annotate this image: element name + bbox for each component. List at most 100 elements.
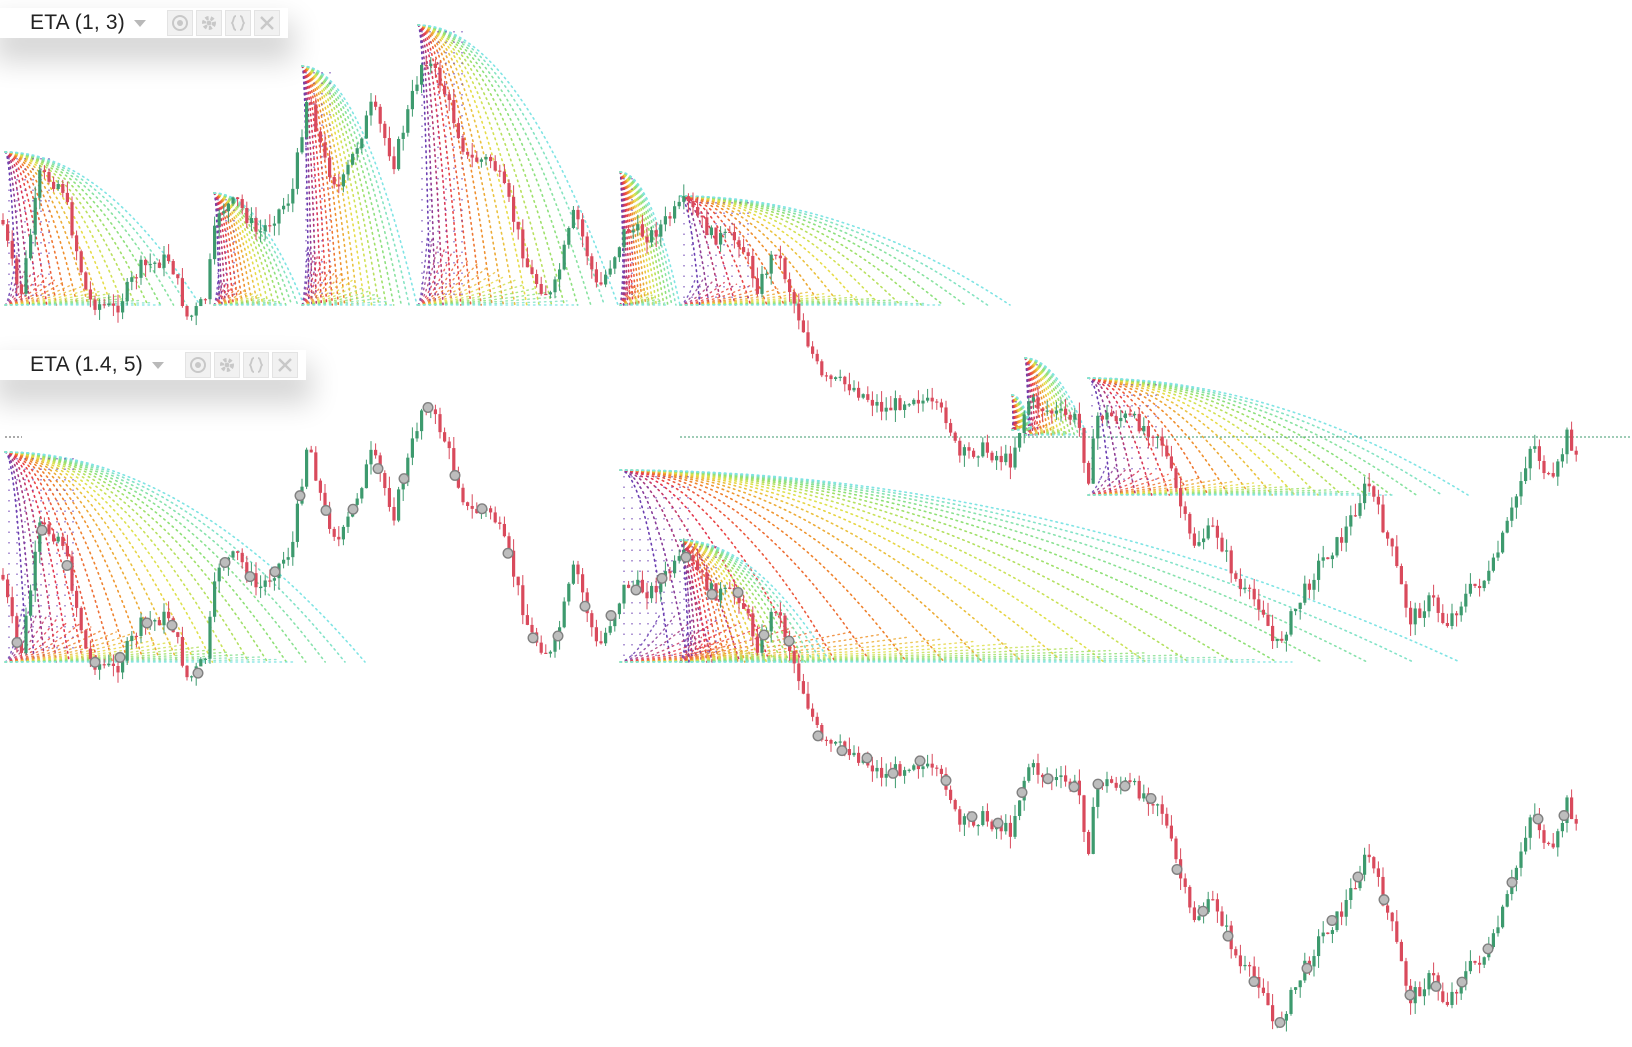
fan-ray-lower bbox=[1087, 465, 1107, 496]
candle-body bbox=[1551, 843, 1555, 848]
touch-marker bbox=[940, 775, 952, 787]
candle-body bbox=[1482, 580, 1486, 589]
candle-body bbox=[668, 216, 672, 219]
candle-body bbox=[1289, 611, 1293, 635]
candle-body bbox=[1188, 513, 1192, 534]
candle-body bbox=[1335, 537, 1339, 556]
eye-icon[interactable] bbox=[184, 352, 211, 378]
touch-marker bbox=[476, 503, 488, 515]
candle-body bbox=[10, 597, 14, 617]
fan-ray bbox=[619, 469, 714, 663]
touch-marker bbox=[502, 547, 514, 559]
fan-ray-lower bbox=[619, 620, 717, 663]
candle-body bbox=[1372, 857, 1376, 869]
candle-body bbox=[1491, 557, 1495, 571]
candle-body bbox=[1284, 1013, 1288, 1021]
candle-body bbox=[1533, 446, 1537, 449]
candle-body bbox=[208, 616, 212, 659]
candle-body bbox=[1528, 448, 1532, 469]
indicator-label[interactable]: ETA (1, 3) bbox=[30, 11, 125, 34]
candle-body bbox=[1206, 525, 1210, 539]
fan-ray bbox=[679, 195, 966, 306]
candle-body bbox=[778, 255, 782, 259]
fan-ray-lower bbox=[619, 643, 1008, 663]
candle-body bbox=[470, 505, 474, 509]
fan-ray bbox=[213, 192, 259, 306]
close-icon[interactable] bbox=[271, 352, 298, 378]
candle-body bbox=[1344, 899, 1348, 917]
dropdown-caret-icon[interactable] bbox=[151, 361, 164, 369]
candle-body bbox=[691, 201, 695, 207]
fan-ray bbox=[4, 451, 162, 663]
dropdown-caret-icon[interactable] bbox=[133, 19, 146, 27]
fan-ray-lower bbox=[619, 649, 1111, 663]
candle-body bbox=[567, 583, 571, 602]
touch-marker bbox=[914, 755, 926, 767]
candle-body bbox=[194, 306, 198, 316]
candle-body bbox=[571, 209, 575, 229]
candle-body bbox=[1018, 433, 1022, 448]
candle-body bbox=[475, 157, 479, 162]
candle-body bbox=[79, 607, 83, 631]
candle-body bbox=[24, 615, 28, 653]
candle-body bbox=[1376, 496, 1380, 505]
eye-icon[interactable] bbox=[166, 10, 193, 36]
fan-ray-lower bbox=[301, 286, 365, 306]
candle-body bbox=[1114, 782, 1118, 788]
fan-ray-lower bbox=[679, 289, 794, 306]
candle-body bbox=[544, 652, 548, 654]
candle-body bbox=[535, 274, 539, 284]
fan-ray-lower bbox=[4, 618, 57, 663]
candle-body bbox=[1344, 526, 1348, 543]
braces-icon[interactable] bbox=[242, 352, 269, 378]
fan-ray-lower bbox=[1024, 423, 1045, 436]
fan-ray bbox=[213, 192, 270, 306]
candle-body bbox=[236, 197, 240, 200]
candle-body bbox=[617, 603, 621, 615]
candle-body bbox=[1183, 878, 1187, 887]
candle-body bbox=[309, 102, 313, 105]
candle-body bbox=[654, 585, 658, 593]
fan-ray-lower bbox=[679, 652, 762, 663]
candle-body bbox=[1238, 955, 1242, 967]
candle-body bbox=[1082, 427, 1086, 463]
touch-marker bbox=[1145, 792, 1157, 804]
candle-body bbox=[259, 586, 263, 589]
candle-body bbox=[1427, 973, 1431, 990]
fan-ray-lower bbox=[213, 279, 224, 306]
candle-body bbox=[1229, 550, 1233, 574]
candle-body bbox=[949, 789, 953, 801]
fan-ray-lower bbox=[679, 286, 764, 306]
candle-body bbox=[870, 765, 874, 772]
gear-icon[interactable] bbox=[195, 10, 222, 36]
candle-body bbox=[461, 487, 465, 503]
fan-ray bbox=[4, 151, 68, 306]
candle-body bbox=[190, 315, 194, 317]
fan-ray-lower bbox=[301, 262, 327, 306]
candle-body bbox=[475, 508, 479, 514]
gear-icon[interactable] bbox=[213, 352, 240, 378]
close-icon[interactable] bbox=[253, 10, 280, 36]
braces-icon[interactable] bbox=[224, 10, 251, 36]
candle-body bbox=[571, 564, 575, 584]
candle-body bbox=[314, 104, 318, 132]
fan-ray-lower bbox=[679, 632, 691, 663]
candle-body bbox=[447, 94, 451, 101]
candle-body bbox=[466, 502, 470, 506]
candle-body bbox=[84, 272, 88, 290]
fan-ray bbox=[679, 195, 902, 306]
candle-body bbox=[226, 203, 230, 212]
indicator-label[interactable]: ETA (1.4, 5) bbox=[30, 353, 143, 376]
candle-body bbox=[916, 765, 920, 770]
fan-ray-lower bbox=[1087, 470, 1140, 496]
candle-body bbox=[1496, 927, 1500, 934]
candle-body bbox=[406, 109, 410, 133]
candle-body bbox=[723, 231, 727, 233]
candle-body bbox=[1215, 525, 1219, 538]
candle-body bbox=[1008, 822, 1012, 837]
candle-body bbox=[700, 570, 704, 573]
fan-ray bbox=[301, 65, 373, 306]
candle-body bbox=[1114, 416, 1118, 422]
fan-ray bbox=[4, 451, 232, 663]
